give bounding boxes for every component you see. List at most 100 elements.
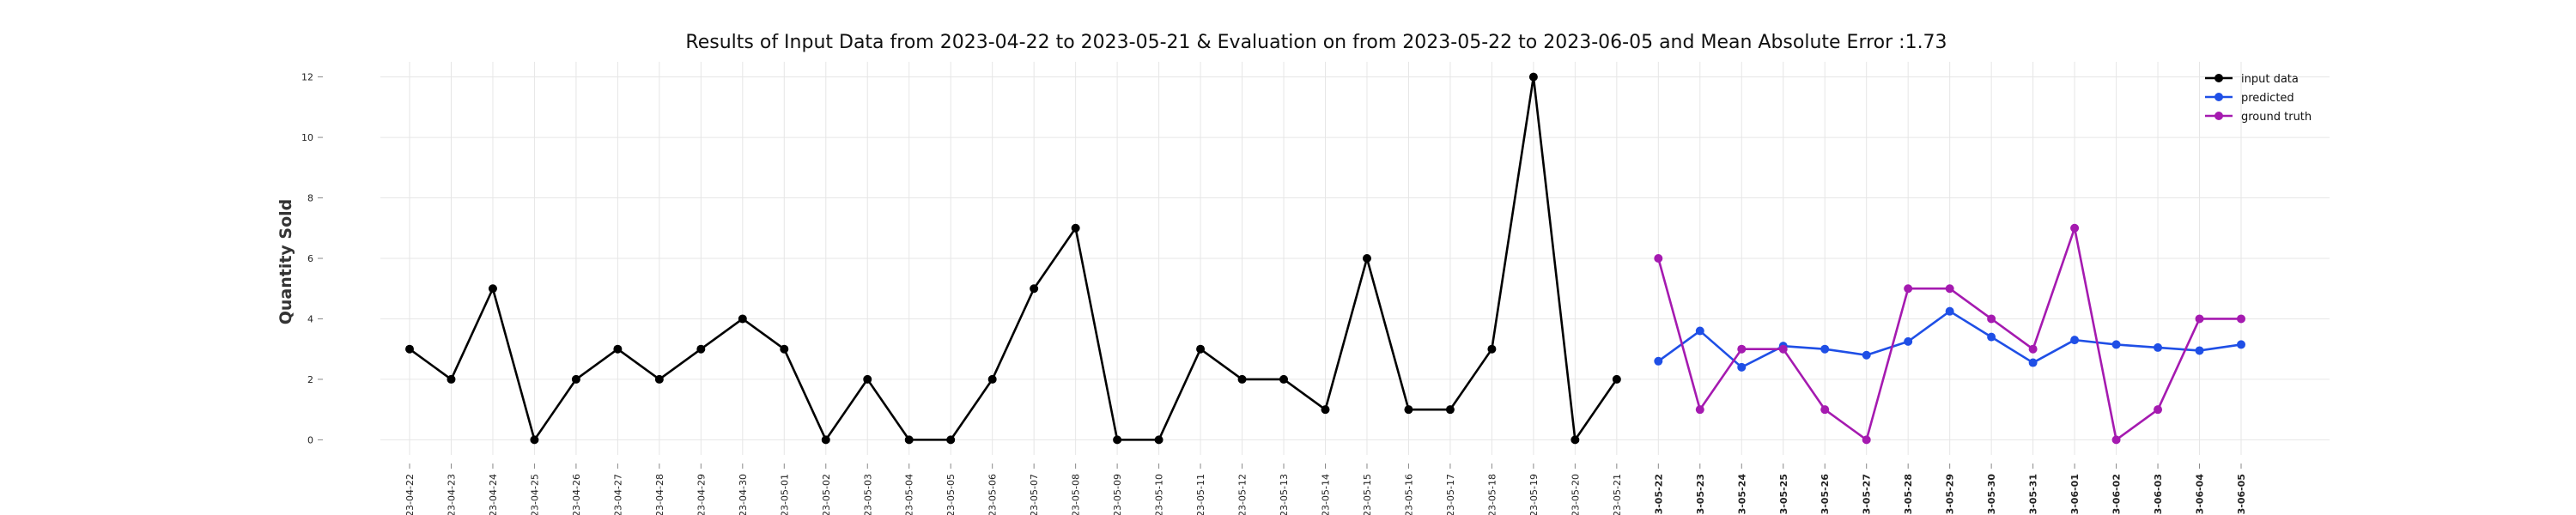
x-tick-label: -23-05-14: [1321, 474, 1332, 515]
data-point: [2195, 346, 2204, 355]
x-tick-label: -23-05-13: [1279, 474, 1290, 515]
data-point: [447, 374, 456, 384]
x-tick-label: -23-05-24: [1736, 474, 1747, 515]
data-point: [488, 284, 497, 294]
data-point: [571, 374, 580, 384]
y-tick-label: 10: [301, 132, 313, 143]
x-tick-label: -23-05-01: [779, 474, 790, 515]
x-tick-label: -23-06-01: [2069, 474, 2081, 515]
data-point: [2154, 342, 2163, 352]
data-point: [1904, 284, 1913, 294]
data-point: [1321, 405, 1330, 415]
x-tick-label: -23-05-12: [1237, 474, 1249, 515]
data-point: [2111, 340, 2121, 349]
x-tick-label: -23-04-29: [696, 474, 707, 515]
data-point: [2195, 314, 2204, 324]
axes: 0 2 4 6 8 10 12 -23-04-22 -23-04-23 -23-04-24 -23-…: [301, 72, 2247, 515]
x-tick-label: -23-06-03: [2153, 474, 2164, 515]
series-line: [409, 76, 1618, 441]
data-point: [1987, 332, 1996, 342]
data-point: [780, 344, 789, 354]
x-tick-label: -23-05-28: [1903, 474, 1914, 515]
data-point: [1904, 336, 1913, 346]
data-point: [1612, 374, 1621, 384]
data-point: [1820, 344, 1830, 354]
data-point: [2070, 223, 2080, 233]
chart-title: Results of Input Data from 2023-04-22 to…: [685, 32, 1947, 53]
data-point: [1113, 435, 1122, 445]
data-point: [1404, 405, 1413, 415]
data-point: [1654, 356, 1663, 366]
y-tick-label: 4: [307, 313, 313, 324]
data-point: [1445, 405, 1455, 415]
x-tick-label: -23-05-31: [2028, 474, 2039, 515]
legend: input data predicted ground truth: [2205, 73, 2312, 124]
data-point: [987, 374, 997, 384]
legend-label: input data: [2241, 73, 2299, 86]
data-point: [654, 374, 664, 384]
x-tick-label: -23-05-15: [1362, 474, 1373, 515]
x-tick-label: -23-05-07: [1029, 474, 1040, 515]
legend-label: ground truth: [2241, 111, 2312, 124]
x-tick-label: -23-04-30: [738, 474, 749, 515]
data-point: [613, 344, 623, 354]
x-tick-label: -23-05-19: [1528, 474, 1540, 515]
data-point: [1778, 344, 1788, 354]
data-point: [2237, 340, 2245, 349]
x-tick-label: -23-04-28: [654, 474, 665, 515]
x-tick-label: -23-05-05: [945, 474, 957, 515]
x-tick-label: -23-05-03: [862, 474, 873, 515]
y-tick-label: 6: [307, 253, 313, 264]
data-point: [946, 435, 956, 445]
data-point: [2111, 435, 2121, 445]
x-tick-label: -23-05-29: [1945, 474, 1956, 515]
y-tick-label: 12: [301, 72, 313, 83]
data-point: [2070, 336, 2080, 345]
legend-swatch-marker: [2215, 74, 2223, 82]
x-tick-label: -23-04-23: [446, 474, 457, 515]
data-point: [1695, 326, 1704, 336]
x-tick-label: -23-05-22: [1653, 474, 1664, 515]
data-point: [1571, 435, 1580, 445]
data-point: [1945, 306, 1954, 316]
data-point: [1071, 223, 1080, 233]
data-point: [1695, 405, 1704, 415]
data-point: [1654, 254, 1663, 263]
y-tick-label: 0: [307, 434, 313, 445]
data-point: [738, 314, 747, 324]
data-point: [1862, 435, 1871, 445]
x-tick-label: -23-04-27: [612, 474, 623, 515]
x-tick-label: -23-05-25: [1778, 474, 1789, 515]
data-point: [1362, 254, 1371, 263]
data-point: [2237, 314, 2245, 324]
x-tick-label: -23-05-17: [1445, 474, 1456, 515]
y-axis-label: Quantity Sold: [276, 199, 295, 325]
legend-item: ground truth: [2205, 111, 2312, 124]
data-point: [821, 435, 830, 445]
x-tick-label: -23-04-22: [404, 474, 416, 515]
data-point: [1737, 362, 1747, 372]
data-point: [1030, 284, 1039, 294]
data-point: [1945, 284, 1954, 294]
data-point: [530, 435, 539, 445]
x-tick-label: -23-06-04: [2195, 474, 2206, 515]
x-tick-label: -23-05-27: [1862, 474, 1873, 515]
x-tick-label: -23-05-18: [1486, 474, 1498, 515]
x-tick-label: -23-05-06: [987, 474, 999, 515]
x-tick-label: -23-06-05: [2236, 474, 2247, 515]
legend-swatch-marker: [2215, 112, 2223, 120]
x-tick-label: -23-05-11: [1195, 474, 1206, 515]
data-point: [1737, 344, 1747, 354]
x-tick-label: -23-04-24: [488, 474, 499, 515]
x-tick-label: -23-05-09: [1112, 474, 1123, 515]
data-point: [1820, 405, 1830, 415]
x-tick-label: -23-05-08: [1071, 474, 1082, 515]
x-tick-label: -23-04-25: [529, 474, 540, 515]
x-tick-label: -23-05-10: [1154, 474, 1165, 515]
legend-label: predicted: [2241, 92, 2294, 105]
data-point: [1196, 344, 1206, 354]
data-point: [2154, 405, 2163, 415]
data-point: [863, 374, 872, 384]
grid: [380, 62, 2330, 455]
